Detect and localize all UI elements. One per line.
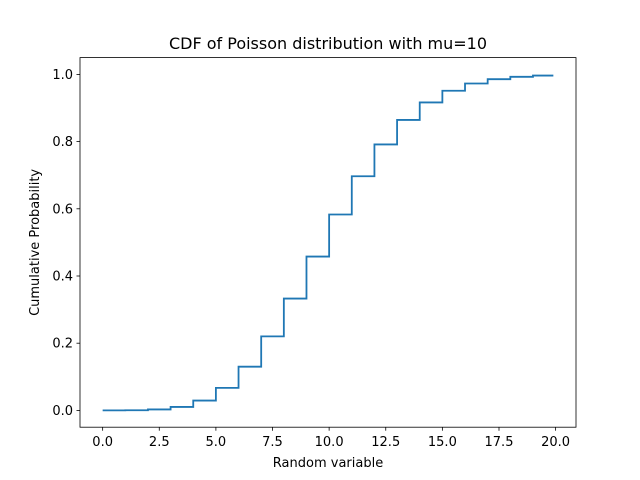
x-tick-label: 10.0 [315,435,344,450]
y-tick-label: 0.2 [52,337,73,352]
x-axis-label: Random variable [273,456,383,471]
x-tick-label: 2.5 [149,435,170,450]
x-tick-label: 5.0 [206,435,227,450]
plot-frame [79,57,577,428]
y-axis-ticks: 0.0 0.2 0.4 0.6 0.8 1.0 [52,68,80,419]
y-tick-label: 0.6 [52,202,73,217]
y-tick-label: 0.8 [52,135,73,150]
y-axis-label: Cumulative Probability [28,169,43,316]
y-tick-label: 0.4 [52,270,73,285]
x-tick-label: 0.0 [92,435,113,450]
x-tick-label: 12.5 [371,435,400,450]
y-tick-label: 0.0 [52,404,73,419]
plot-area [80,57,576,428]
x-axis-ticks: 0.0 2.5 5.0 7.5 10.0 12.5 15.0 17.5 20.0 [92,427,570,450]
y-tick-label: 1.0 [52,68,73,83]
x-tick-label: 15.0 [428,435,457,450]
cdf-step-line [102,74,554,412]
chart-title: CDF of Poisson distribution with mu=10 [169,34,487,53]
x-tick-label: 7.5 [262,435,283,450]
x-tick-label: 17.5 [485,435,514,450]
x-tick-label: 20.0 [541,435,570,450]
